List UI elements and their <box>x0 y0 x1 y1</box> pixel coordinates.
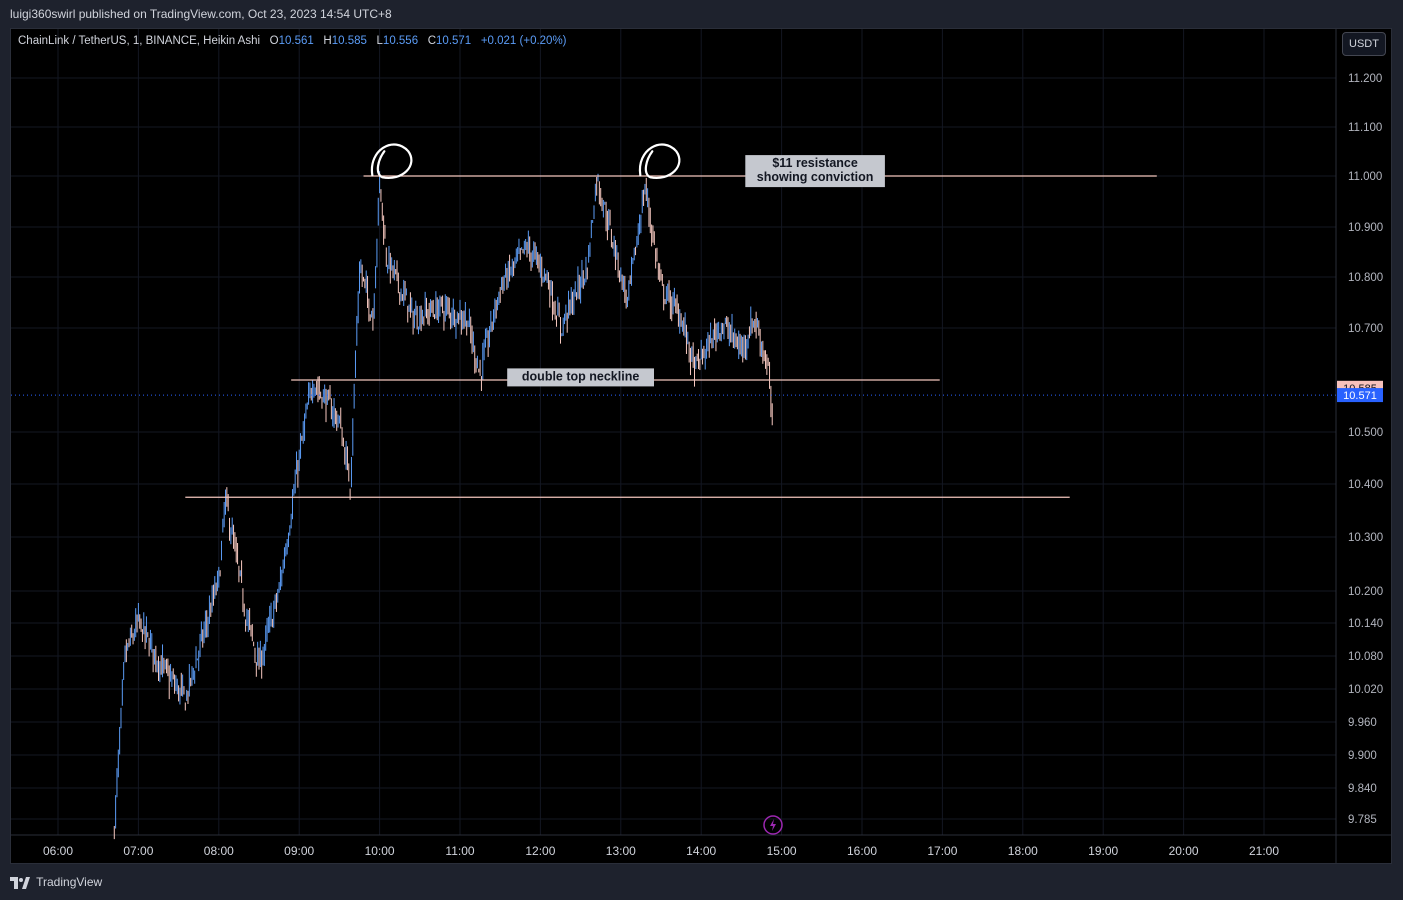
symbol-legend: ChainLink / TetherUS, 1, BINANCE, Heikin… <box>18 35 567 47</box>
x-tick-label: 17:00 <box>927 844 957 858</box>
high-label: H <box>323 35 332 47</box>
x-tick-label: 11:00 <box>445 844 474 858</box>
open-value: 10.561 <box>278 35 314 47</box>
x-tick-label: 18:00 <box>1008 844 1038 858</box>
annotation-text: double top neckline <box>522 369 639 383</box>
low-label: L <box>376 35 383 47</box>
annotation-box-2 <box>507 368 654 387</box>
price-tag-label: 10.571 <box>1343 390 1377 402</box>
price-tag-last <box>1337 388 1383 403</box>
change-value: +0.021 (+0.20%) <box>480 35 567 47</box>
y-tick-label: 11.000 <box>1348 171 1382 183</box>
open-label: O <box>269 35 279 47</box>
y-tick-label: 10.400 <box>1348 479 1383 491</box>
y-tick-label: 9.785 <box>1348 814 1377 826</box>
top-circle-1 <box>370 143 413 180</box>
annotation-box-1 <box>745 155 885 188</box>
top-circle-2 <box>638 143 681 180</box>
x-tick-label: 20:00 <box>1169 844 1199 858</box>
y-tick-label: 10.020 <box>1348 684 1383 696</box>
lightning-bolt <box>770 819 776 831</box>
x-tick-label: 19:00 <box>1088 844 1118 858</box>
tradingview-footer: TradingView <box>10 872 102 892</box>
x-tick-label: 21:00 <box>1249 844 1279 858</box>
low-value: 10.556 <box>382 35 419 47</box>
y-tick-label: 10.200 <box>1348 586 1383 598</box>
x-tick-label: 15:00 <box>767 844 797 858</box>
tradingview-logo-icon <box>10 876 30 889</box>
chart-pane[interactable]: 11.200 11.100 11.000 10.900 10.800 10.700 10.5… <box>10 28 1392 864</box>
close-label: C <box>427 35 437 47</box>
x-tick-label: 07:00 <box>123 844 153 858</box>
y-tick-label: 10.300 <box>1348 532 1383 544</box>
y-tick-label: 10.800 <box>1348 272 1383 284</box>
high-value: 10.585 <box>331 35 367 47</box>
x-tick-label: 06:00 <box>43 844 73 858</box>
chart-canvas[interactable]: 11.200 11.100 11.000 10.900 10.800 10.700 10.5… <box>11 29 1391 863</box>
x-tick-label: 16:00 <box>847 844 877 858</box>
x-tick-label: 08:00 <box>204 844 234 858</box>
footer-brand: TradingView <box>36 875 103 889</box>
published-info: luigi360swirl published on TradingView.c… <box>10 7 392 21</box>
x-tick-label: 12:00 <box>525 844 555 858</box>
currency-button[interactable]: USDT <box>1342 32 1386 56</box>
y-tick-label: 11.100 <box>1348 122 1382 134</box>
y-tick-label: 9.960 <box>1348 717 1377 729</box>
annotation-text: showing conviction <box>757 170 874 184</box>
y-tick-label: 11.200 <box>1348 73 1382 85</box>
y-tick-label: 10.700 <box>1348 323 1383 335</box>
y-tick-label: 10.080 <box>1348 651 1383 663</box>
y-tick-label: 9.840 <box>1348 783 1377 795</box>
x-tick-label: 10:00 <box>365 844 395 858</box>
y-tick-label: 10.500 <box>1348 427 1383 439</box>
symbol-name: ChainLink / TetherUS, 1, BINANCE, Heikin… <box>18 35 261 47</box>
x-tick-label: 14:00 <box>686 844 716 858</box>
y-tick-label: 9.900 <box>1348 750 1377 762</box>
x-tick-label: 09:00 <box>284 844 314 858</box>
y-tick-label: 10.140 <box>1348 618 1383 630</box>
annotation-text: $11 resistance <box>772 156 858 170</box>
lightning-icon <box>763 815 783 835</box>
x-tick-label: 13:00 <box>606 844 636 858</box>
close-value: 10.571 <box>436 35 472 47</box>
y-tick-label: 10.900 <box>1348 222 1383 234</box>
